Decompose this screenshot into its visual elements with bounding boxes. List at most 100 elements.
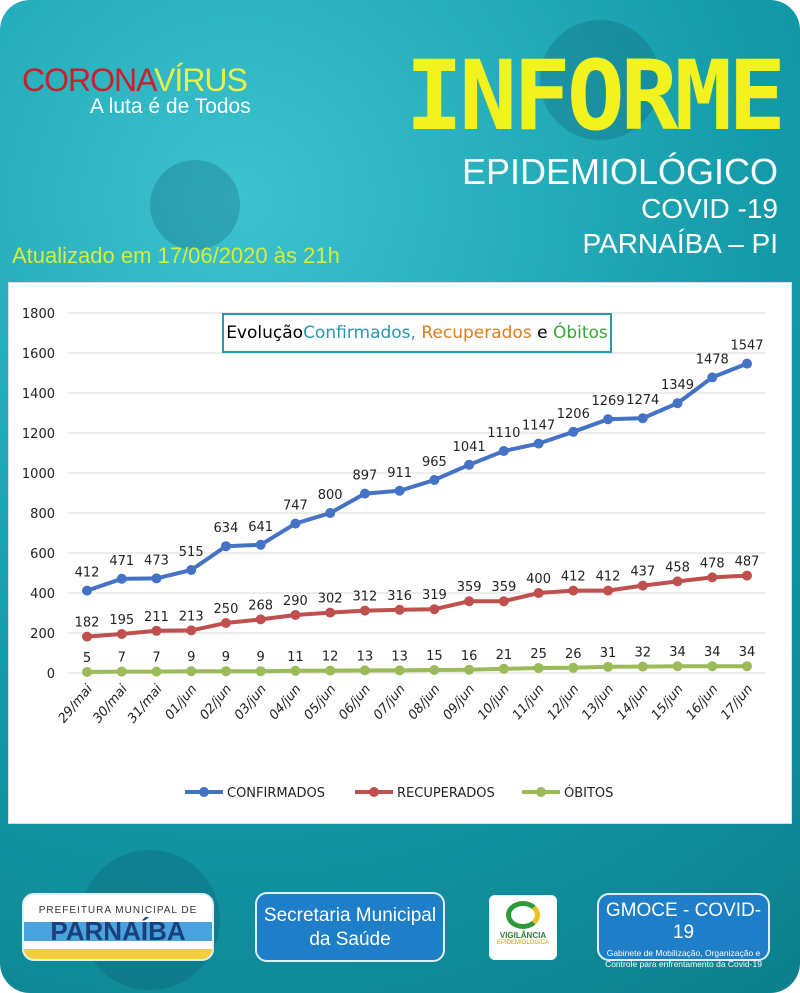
- subtitle: EPIDEMIOLÓGICO: [461, 151, 778, 192]
- data-point: [603, 414, 614, 425]
- data-label: 1274: [626, 393, 659, 408]
- y-tick-label: 1400: [22, 387, 55, 402]
- data-label: 26: [565, 647, 582, 662]
- data-label: 34: [669, 645, 686, 660]
- data-label: 34: [704, 645, 721, 660]
- data-point: [359, 665, 370, 676]
- data-point: [186, 625, 197, 636]
- coronavirus-logo: CORONAVÍRUS A luta é de Todos: [22, 62, 251, 118]
- data-label: 641: [248, 520, 273, 535]
- data-point: [186, 666, 197, 677]
- data-label: 747: [283, 499, 308, 514]
- x-tick-label: 01/jun: [162, 682, 200, 723]
- data-point: [672, 398, 683, 409]
- data-point: [151, 573, 162, 584]
- legend-label: CONFIRMADOS: [227, 786, 325, 801]
- data-point: [742, 570, 752, 581]
- x-tick-label: 09/jun: [440, 682, 478, 723]
- data-point: [220, 541, 231, 552]
- data-point: [498, 663, 509, 674]
- data-point: [359, 605, 370, 616]
- data-label: 487: [735, 555, 760, 570]
- data-label: 437: [630, 565, 655, 580]
- legend-marker: [536, 787, 546, 797]
- vigilancia-logo: VIGILÂNCIA EPIDEMIOLÓGICA: [489, 895, 557, 960]
- data-point: [498, 446, 509, 456]
- data-point: [742, 661, 752, 672]
- data-label: 412: [596, 570, 621, 585]
- x-tick-label: 08/jun: [406, 682, 444, 723]
- chart-title: Evolução Confirmados, Recuperados e Óbit…: [222, 313, 612, 353]
- x-tick-label: 06/jun: [336, 682, 374, 723]
- data-point: [290, 610, 301, 620]
- data-label: 316: [387, 589, 412, 604]
- data-point: [290, 665, 301, 676]
- data-label: 412: [75, 566, 100, 581]
- x-tick-label: 13/jun: [579, 682, 617, 723]
- legend-label: ÓBITOS: [564, 785, 613, 801]
- data-point: [325, 607, 336, 618]
- x-tick-label: 07/jun: [371, 682, 409, 723]
- data-label: 965: [422, 455, 447, 470]
- data-point: [429, 475, 440, 485]
- gmoce-logo: GMOCE - COVID-19 Gabinete de Mobilização…: [597, 893, 770, 969]
- data-label: 897: [352, 469, 377, 484]
- data-label: 1547: [730, 339, 763, 354]
- data-label: 32: [635, 646, 652, 661]
- data-point: [255, 614, 266, 625]
- data-label: 800: [318, 488, 343, 503]
- data-point: [637, 661, 648, 672]
- data-label: 1110: [487, 426, 520, 441]
- x-tick-label: 17/jun: [718, 682, 756, 723]
- updated-timestamp: Atualizado em 17/06/2020 às 21h: [12, 243, 340, 268]
- data-point: [220, 618, 231, 628]
- legend-label: RECUPERADOS: [397, 786, 495, 801]
- data-label: 250: [214, 602, 239, 617]
- data-point: [116, 629, 127, 639]
- y-tick-label: 600: [30, 547, 55, 562]
- data-label: 25: [530, 647, 547, 662]
- data-point: [568, 426, 579, 437]
- data-point: [116, 666, 127, 677]
- data-point: [325, 665, 336, 676]
- y-tick-label: 400: [30, 587, 55, 602]
- data-label: 5: [83, 651, 91, 666]
- page-title: INFORME: [405, 40, 786, 152]
- data-label: 16: [461, 649, 478, 664]
- data-label: 11: [287, 650, 304, 665]
- data-point: [672, 661, 683, 672]
- data-label: 1349: [661, 378, 694, 393]
- data-label: 359: [457, 580, 482, 595]
- data-point: [707, 572, 718, 583]
- data-label: 1269: [592, 394, 625, 409]
- secretaria-saude-logo: Secretaria Municipal da Saúde: [255, 892, 445, 962]
- data-label: 9: [222, 650, 230, 665]
- data-label: 182: [75, 616, 100, 631]
- data-point: [255, 666, 266, 677]
- data-point: [255, 539, 266, 550]
- subtitle-location: PARNAÍBA – PI: [582, 228, 778, 259]
- y-tick-label: 1600: [22, 347, 55, 362]
- data-point: [707, 661, 718, 672]
- data-label: 400: [526, 572, 551, 587]
- y-tick-label: 1000: [22, 467, 55, 482]
- data-point: [394, 604, 405, 615]
- x-tick-label: 30/mai: [90, 682, 131, 727]
- data-label: 7: [152, 651, 160, 666]
- data-label: 31: [600, 646, 617, 661]
- data-label: 412: [561, 570, 586, 585]
- x-tick-label: 04/jun: [267, 682, 305, 723]
- data-label: 213: [179, 609, 204, 624]
- data-point: [498, 596, 509, 607]
- data-point: [151, 625, 162, 636]
- data-label: 34: [739, 645, 756, 660]
- x-tick-label: 03/jun: [232, 682, 270, 723]
- data-label: 21: [496, 648, 513, 663]
- data-label: 211: [144, 610, 169, 625]
- data-label: 1147: [522, 419, 555, 434]
- data-point: [533, 588, 544, 598]
- data-label: 634: [214, 521, 239, 536]
- x-tick-label: 29/mai: [56, 682, 97, 727]
- series-line-recuperados: [86, 573, 748, 639]
